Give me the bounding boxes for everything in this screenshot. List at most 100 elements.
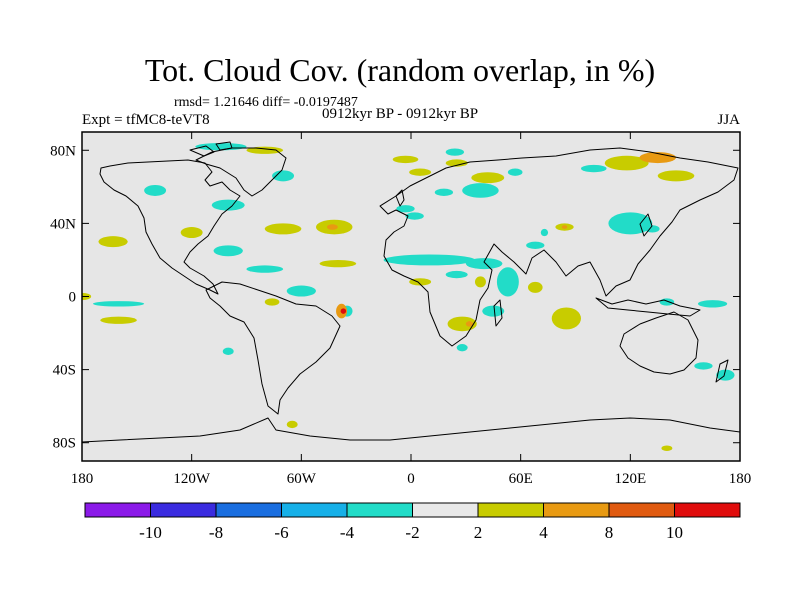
colorbar-label: -8: [209, 523, 223, 542]
anomaly-patch-47: [474, 276, 486, 288]
anomaly-patch-18: [100, 316, 137, 324]
y-tick-label: 80N: [50, 143, 76, 159]
anomaly-patch-21: [222, 347, 234, 355]
colorbar-label: 4: [539, 523, 548, 542]
anomaly-patch-23: [434, 188, 454, 196]
coastline-madagascar: [493, 299, 503, 327]
anomaly-patch-59: [661, 445, 673, 451]
anomaly-patch-14: [264, 298, 280, 306]
anomaly-patch-32: [580, 164, 607, 173]
anomaly-patch-31: [445, 148, 465, 156]
x-tick-label: 120W: [173, 471, 211, 487]
coastline-antarctica: [82, 417, 740, 443]
x-tick-label: 60E: [509, 471, 533, 487]
coastline-south-america: [205, 281, 341, 415]
anomaly-patch-49: [447, 316, 477, 332]
colorbar-label: -10: [139, 523, 162, 542]
anomaly-patch-27: [396, 205, 415, 213]
anomaly-patch-11: [246, 265, 284, 273]
colorbar: -10 -8 -6 -4 -2 2 4 8 10: [84, 502, 741, 542]
coastline-australia: [619, 311, 699, 375]
colorbar-swatch: [215, 502, 282, 518]
anomaly-patch-44: [445, 270, 468, 279]
colorbar-swatch: [84, 502, 151, 518]
colorbar-label: -2: [405, 523, 419, 542]
colorbar-swatch: [281, 502, 348, 518]
anomaly-patch-36: [608, 212, 653, 235]
colorbar-swatch: [543, 502, 610, 518]
anomaly-patch-5: [180, 227, 203, 239]
anomaly-patch-12: [319, 259, 357, 268]
anomaly-patch-17: [340, 308, 347, 314]
anomaly-patch-22: [409, 168, 432, 176]
y-tick-label: 80S: [53, 436, 76, 452]
colorbar-label: 8: [605, 523, 614, 542]
anomaly-patch-6: [98, 236, 128, 248]
anomaly-patch-41: [526, 241, 545, 249]
anomaly-patch-58: [286, 420, 298, 429]
anomaly-patch-50: [465, 321, 474, 327]
colorbar-label: 2: [474, 523, 483, 542]
anomaly-patch-53: [551, 307, 581, 330]
period-label: 0912kyr BP - 0912kyr BP: [322, 106, 479, 122]
chart-title: Tot. Cloud Cov. (random overlap, in %): [144, 52, 656, 88]
y-tick-label: 0: [69, 290, 77, 306]
colorbar-swatch: [150, 502, 217, 518]
anomaly-patch-25: [471, 172, 505, 184]
anomaly-patch-51: [482, 305, 505, 317]
anomaly-patch-10: [213, 245, 243, 257]
anomaly-patch-4: [211, 199, 245, 211]
anomaly-patch-29: [392, 155, 419, 164]
anomaly-patch-43: [465, 258, 503, 270]
coastline-layer: [82, 141, 740, 443]
x-tick-label: 180: [71, 471, 94, 487]
x-tick-label: 180: [729, 471, 752, 487]
anomaly-patch-42: [383, 254, 475, 266]
anomaly-patch-30: [445, 159, 468, 167]
anomaly-patch-13: [286, 285, 316, 297]
y-tick-label: 40N: [50, 216, 76, 232]
anomaly-patch-56: [694, 362, 713, 370]
anomaly-patch-35: [657, 170, 695, 182]
coastline-canada-islands: [189, 141, 233, 157]
anomaly-patch-3: [144, 185, 167, 196]
anomaly-patch-40: [540, 228, 549, 237]
coastline-britain: [395, 189, 405, 207]
axes-layer: 180 120W 60W 0 60E 120E 180 80N 40N 0 40S 80S: [50, 132, 751, 487]
anomaly-patch-33: [604, 155, 649, 171]
coastline-eurasia-africa: [379, 147, 739, 347]
anomaly-patch-54: [659, 298, 675, 306]
anomaly-patch-48: [527, 281, 543, 293]
x-tick-label: 0: [407, 471, 415, 487]
anomaly-patch-2: [272, 170, 295, 182]
x-tick-label: 120E: [614, 471, 646, 487]
anomaly-patch-52: [456, 344, 468, 352]
anomaly-patch-9: [326, 224, 338, 230]
colorbar-swatch: [412, 502, 479, 518]
y-tick-label: 40S: [53, 363, 76, 379]
anomaly-patch-39: [561, 225, 568, 229]
map-background: [82, 132, 740, 461]
x-tick-label: 60W: [287, 471, 317, 487]
coastline-japan: [639, 213, 653, 237]
season-label: JJA: [717, 112, 740, 128]
stats-text: rmsd= 1.21646 diff= -0.0197487: [174, 95, 358, 110]
colorbar-label: -4: [340, 523, 355, 542]
anomaly-patch-24: [462, 183, 499, 198]
colorbar-swatch: [674, 502, 741, 518]
experiment-label: Expt = tfMC8-teVT8: [82, 112, 210, 128]
anomaly-patch-28: [405, 212, 424, 220]
colorbar-label: 10: [666, 523, 683, 542]
coastline-indonesia: [595, 297, 701, 317]
anomaly-patch-7: [264, 223, 302, 235]
colorbar-swatch: [608, 502, 675, 518]
anomaly-patch-55: [697, 300, 728, 308]
anomaly-patch-45: [496, 267, 519, 297]
coastline-new-zealand: [715, 359, 729, 383]
colorbar-label: -6: [274, 523, 288, 542]
anomaly-patch-19: [92, 301, 145, 307]
coastline-greenland: [195, 147, 287, 197]
colorbar-swatch: [346, 502, 413, 518]
anomaly-patch-34: [639, 152, 677, 164]
